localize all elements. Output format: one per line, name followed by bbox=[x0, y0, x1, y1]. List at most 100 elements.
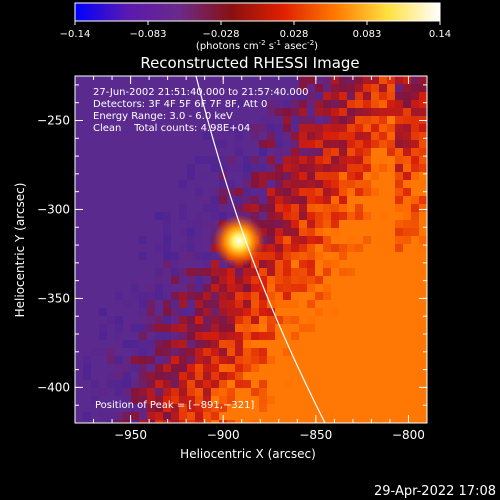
image-pixel bbox=[219, 204, 227, 212]
image-pixel bbox=[275, 204, 283, 212]
image-pixel bbox=[339, 204, 347, 212]
image-pixel bbox=[275, 100, 283, 108]
image-pixel bbox=[219, 380, 227, 388]
image-pixel bbox=[323, 404, 331, 412]
image-pixel bbox=[299, 364, 307, 372]
image-pixel bbox=[355, 164, 363, 172]
image-pixel bbox=[283, 284, 291, 292]
image-pixel bbox=[419, 420, 427, 423]
image-pixel bbox=[331, 252, 339, 260]
image-pixel bbox=[307, 412, 315, 420]
image-pixel bbox=[355, 332, 363, 340]
image-pixel bbox=[387, 156, 395, 164]
image-pixel bbox=[347, 332, 355, 340]
image-pixel bbox=[147, 324, 155, 332]
image-pixel bbox=[387, 420, 395, 423]
image-pixel bbox=[307, 84, 315, 92]
image-pixel bbox=[267, 380, 275, 388]
image-pixel bbox=[171, 332, 179, 340]
image-pixel bbox=[283, 180, 291, 188]
image-pixel bbox=[131, 396, 139, 404]
image-pixel bbox=[299, 300, 307, 308]
image-pixel bbox=[283, 228, 291, 236]
image-pixel bbox=[299, 132, 307, 140]
image-pixel bbox=[155, 380, 163, 388]
image-pixel bbox=[107, 372, 115, 380]
image-pixel bbox=[299, 316, 307, 324]
image-pixel bbox=[355, 404, 363, 412]
image-pixel bbox=[203, 316, 211, 324]
image-pixel bbox=[179, 268, 187, 276]
image-pixel bbox=[379, 372, 387, 380]
image-pixel bbox=[83, 372, 91, 380]
image-pixel bbox=[259, 332, 267, 340]
image-pixel bbox=[187, 372, 195, 380]
image-pixel bbox=[339, 140, 347, 148]
image-pixel bbox=[131, 388, 139, 396]
image-pixel bbox=[323, 244, 331, 252]
image-pixel bbox=[299, 276, 307, 284]
image-pixel bbox=[299, 244, 307, 252]
image-pixel bbox=[227, 388, 235, 396]
image-pixel bbox=[259, 204, 267, 212]
image-pixel bbox=[259, 340, 267, 348]
image-pixel bbox=[187, 412, 195, 420]
image-pixel bbox=[139, 396, 147, 404]
image-pixel bbox=[331, 388, 339, 396]
image-pixel bbox=[403, 188, 411, 196]
image-pixel bbox=[331, 276, 339, 284]
image-pixel bbox=[371, 172, 379, 180]
image-pixel bbox=[227, 412, 235, 420]
image-pixel bbox=[307, 292, 315, 300]
image-pixel bbox=[283, 140, 291, 148]
image-pixel bbox=[347, 300, 355, 308]
image-pixel bbox=[363, 124, 371, 132]
image-pixel bbox=[235, 332, 243, 340]
image-pixel bbox=[123, 372, 131, 380]
image-pixel bbox=[267, 388, 275, 396]
image-pixel bbox=[259, 420, 267, 423]
image-pixel bbox=[371, 372, 379, 380]
image-pixel bbox=[179, 316, 187, 324]
image-pixel bbox=[123, 364, 131, 372]
image-pixel bbox=[307, 348, 315, 356]
x-tick-label: −950 bbox=[114, 428, 147, 442]
image-pixel bbox=[251, 396, 259, 404]
image-pixel bbox=[243, 316, 251, 324]
image-pixel bbox=[155, 372, 163, 380]
image-pixel bbox=[203, 308, 211, 316]
image-pixel bbox=[419, 332, 427, 340]
image-pixel bbox=[275, 388, 283, 396]
image-pixel bbox=[187, 332, 195, 340]
image-pixel bbox=[419, 396, 427, 404]
image-pixel bbox=[259, 404, 267, 412]
image-pixel bbox=[267, 292, 275, 300]
image-pixel bbox=[355, 372, 363, 380]
image-pixel bbox=[267, 348, 275, 356]
image-pixel bbox=[363, 204, 371, 212]
image-pixel bbox=[403, 76, 411, 84]
image-pixel bbox=[339, 308, 347, 316]
image-pixel bbox=[275, 188, 283, 196]
image-pixel bbox=[331, 356, 339, 364]
image-pixel bbox=[331, 412, 339, 420]
image-pixel bbox=[275, 372, 283, 380]
image-pixel bbox=[403, 412, 411, 420]
image-pixel bbox=[355, 356, 363, 364]
colorbar-units: (photons cm-2 s-1 asec-2) bbox=[196, 39, 318, 52]
image-pixel bbox=[259, 212, 267, 220]
image-pixel bbox=[291, 348, 299, 356]
image-pixel bbox=[379, 268, 387, 276]
image-pixel bbox=[203, 284, 211, 292]
image-pixel bbox=[275, 116, 283, 124]
image-pixel bbox=[251, 292, 259, 300]
image-pixel bbox=[283, 388, 291, 396]
image-pixel bbox=[219, 340, 227, 348]
image-pixel bbox=[203, 292, 211, 300]
image-pixel bbox=[411, 292, 419, 300]
image-pixel bbox=[227, 340, 235, 348]
image-pixel bbox=[227, 316, 235, 324]
image-pixel bbox=[163, 372, 171, 380]
image-pixel bbox=[387, 180, 395, 188]
image-pixel bbox=[379, 220, 387, 228]
